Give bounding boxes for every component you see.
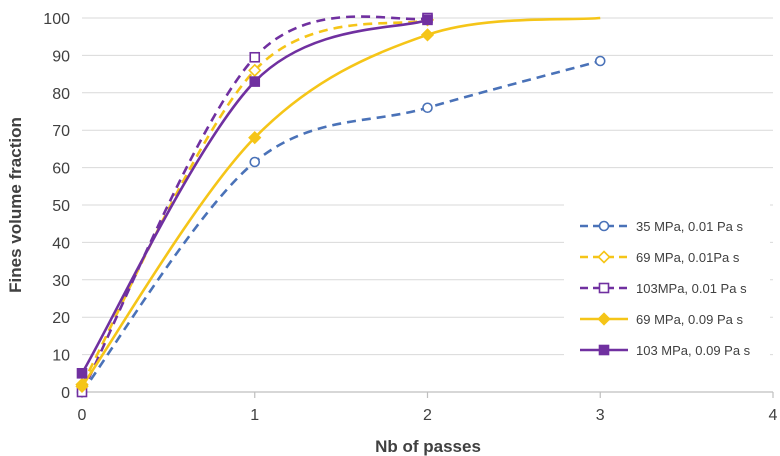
legend-item: 69 MPa, 0.01Pa s [580,250,740,265]
x-tick-label: 1 [250,407,259,424]
series-line [80,15,428,393]
data-point [249,156,261,168]
legend-item: 35 MPa, 0.01 Pa s [580,219,743,234]
legend-marker [597,312,611,326]
series-5 [76,14,433,379]
legend-item: 103 MPa, 0.09 Pa s [580,343,751,358]
y-tick-label: 0 [61,385,70,402]
legend-label: 103MPa, 0.01 Pa s [636,281,747,296]
x-tick-label: 0 [78,407,87,424]
data-point [249,76,261,87]
data-point [422,102,433,114]
series-line [80,59,601,393]
legend-item: 103MPa, 0.01 Pa s [580,281,747,296]
x-tick-label: 4 [769,407,778,424]
series-4 [75,16,601,394]
legend-background [564,203,770,368]
axes: 0 10 20 30 40 50 60 70 80 90 100 0 1 2 3 4 [43,11,777,424]
legend-label: 69 MPa, 0.01Pa s [636,250,740,265]
y-tick-label: 100 [43,11,70,28]
legend-label: 35 MPa, 0.01 Pa s [636,219,743,234]
data-point [594,55,606,67]
legend-label: 69 MPa, 0.09 Pa s [636,312,743,327]
legend-marker [598,282,610,294]
y-axis-title: Fines volume fraction [6,117,25,293]
x-tick-label: 2 [423,407,432,424]
y-tick-label: 50 [52,198,70,215]
legend-item: 69 MPa, 0.09 Pa s [580,312,743,327]
data-point [76,367,88,379]
y-tick-label: 30 [52,273,70,290]
data-point [249,51,261,63]
legend-marker [598,220,610,232]
y-tick-label: 40 [52,235,70,252]
series-line [80,16,601,388]
data-point [422,14,433,26]
legend: 35 MPa, 0.01 Pa s 69 MPa, 0.01Pa s 103MPa,… [564,203,770,368]
series-line [80,18,428,374]
x-tick-label: 3 [596,407,605,424]
series-group [75,12,606,398]
y-tick-label: 80 [52,86,70,103]
y-tick-label: 60 [52,161,70,178]
y-tick-label: 20 [52,310,70,327]
y-tick-label: 90 [52,48,70,65]
legend-label: 103 MPa, 0.09 Pa s [636,343,751,358]
data-point [75,379,89,394]
legend-marker [597,250,611,264]
series-2 [75,13,435,392]
gridlines [82,17,773,356]
y-tick-label: 70 [52,123,70,140]
y-tick-label: 10 [52,348,70,365]
data-point [420,28,435,42]
x-axis-title: Nb of passes [375,437,481,456]
legend-marker [598,344,610,356]
data-point [248,131,262,145]
data-point [248,63,262,77]
series-line [80,18,428,386]
